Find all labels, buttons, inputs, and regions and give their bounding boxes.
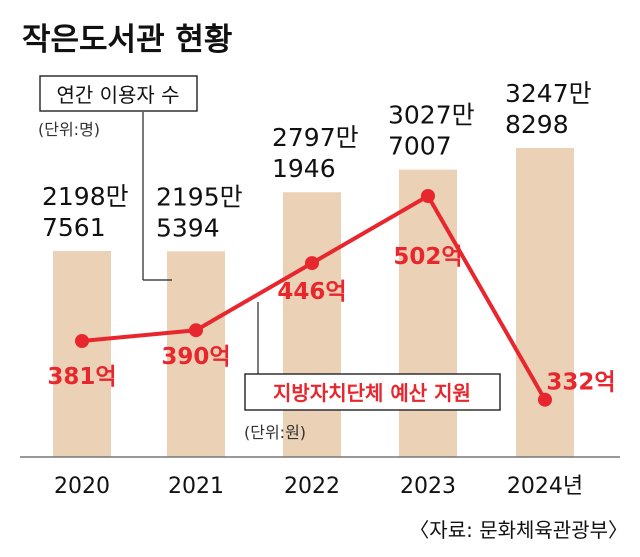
budget-value-label: 502억 — [393, 244, 462, 270]
bar-value-label: 7561 — [42, 213, 106, 242]
visitors-legend-box — [39, 75, 198, 112]
budget-point — [305, 256, 319, 271]
budget-value-label: 332억 — [546, 370, 615, 396]
x-tick-label: 2021 — [168, 474, 224, 499]
x-tick-label: 2023 — [400, 474, 456, 499]
bar-value-label: 2198만 — [42, 182, 129, 211]
x-axis: 2020 2021 2022 2023 2024년 — [20, 456, 620, 499]
bar-value-label: 5394 — [156, 213, 220, 242]
x-tick-label: 2024년 — [507, 474, 583, 499]
bar-value-label: 1946 — [272, 154, 336, 183]
budget-legend-box — [244, 373, 501, 411]
bar-value-label: 3027만 — [388, 101, 475, 130]
x-tick-label: 2022 — [284, 474, 340, 499]
x-tick-label: 2020 — [54, 474, 110, 499]
visitors-unit-label: (단위:명) — [38, 120, 100, 139]
bar-value-label: 7007 — [388, 132, 452, 161]
budget-value-label: 381억 — [47, 364, 116, 390]
chart-title: 작은도서관 현황 — [22, 22, 232, 58]
bar-2021 — [167, 251, 225, 457]
budget-legend-label: 지방자치단체 예산 지원 — [273, 381, 471, 405]
source-note: 〈자료: 문화체육관광부〉 — [409, 518, 628, 542]
budget-point — [421, 189, 435, 203]
budget-point — [75, 334, 89, 348]
bar-value-label: 2797만 — [272, 123, 359, 152]
line-layer: 381억 390억 446억 502억 332억 — [47, 189, 616, 407]
budget-unit-label: (단위:원) — [244, 423, 306, 442]
bar-value-label: 8298 — [505, 110, 569, 139]
bar-value-label: 3247만 — [505, 79, 592, 108]
bar-2023 — [399, 169, 457, 458]
budget-value-label: 390억 — [161, 344, 230, 370]
budget-point — [538, 392, 552, 407]
bar-2022 — [283, 192, 341, 457]
bar-2020 — [53, 251, 111, 457]
bar-2024년 — [516, 148, 574, 457]
legend-callouts: 연간 이용자 수 (단위:명) 지방자치단체 예산 지원 (단위:원) — [38, 75, 501, 442]
visitors-legend-label: 연간 이용자 수 — [56, 83, 179, 107]
bar-value-label: 2195만 — [156, 182, 243, 211]
budget-point — [189, 323, 203, 338]
budget-value-label: 446억 — [277, 279, 346, 305]
